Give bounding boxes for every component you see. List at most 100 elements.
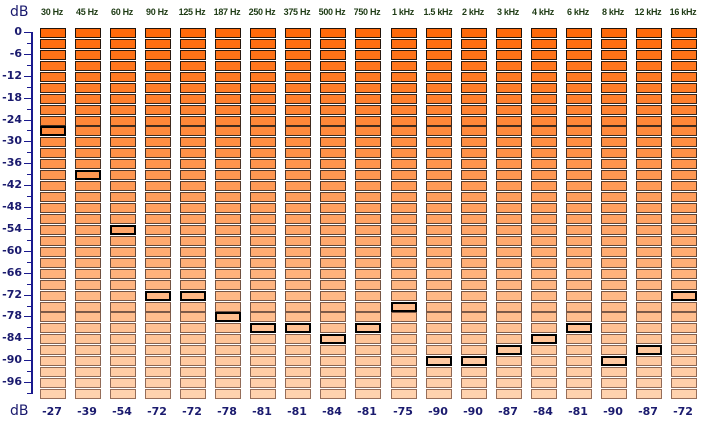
peak-marker	[601, 356, 627, 366]
meter-segment	[40, 181, 66, 191]
meter-segment	[110, 148, 136, 158]
meter-segment	[285, 258, 311, 268]
axis-tick	[27, 196, 32, 197]
meter-segment	[671, 236, 697, 246]
meter-segment	[461, 302, 487, 312]
meter-segment	[671, 323, 697, 333]
meter-segment	[180, 367, 206, 377]
axis-label: 0	[14, 25, 22, 38]
meter-segment	[531, 280, 557, 290]
db-unit-bottom: dB	[10, 403, 29, 419]
axis-tick	[24, 98, 32, 99]
band-label: 30 Hz	[40, 7, 63, 17]
meter-segment	[531, 28, 557, 38]
meter-segment	[145, 225, 171, 235]
meter-segment	[671, 214, 697, 224]
meter-segment	[426, 345, 452, 355]
meter-segment	[391, 28, 417, 38]
meter-segment	[75, 269, 101, 279]
band-label: 187 Hz	[213, 7, 241, 17]
peak-marker	[320, 334, 346, 344]
meter-segment	[75, 367, 101, 377]
meter-segment	[285, 61, 311, 71]
meter-segment	[461, 126, 487, 136]
meter-segment	[426, 323, 452, 333]
meter-segment	[320, 378, 346, 388]
meter-segment	[391, 170, 417, 180]
axis-tick	[27, 174, 32, 175]
meter-segment	[145, 203, 171, 213]
meter-segment	[601, 225, 627, 235]
meter-segment	[75, 302, 101, 312]
meter-segment	[215, 269, 241, 279]
meter-segment	[215, 61, 241, 71]
meter-segment	[110, 203, 136, 213]
meter-segment	[355, 61, 381, 71]
meter-segment	[355, 50, 381, 60]
meter-segment	[320, 312, 346, 322]
meter-segment	[180, 192, 206, 202]
meter-segment	[110, 280, 136, 290]
meter-segment	[285, 39, 311, 49]
axis-label: -90	[2, 353, 22, 366]
meter-segment	[391, 148, 417, 158]
meter-segment	[110, 61, 136, 71]
meter-segment	[215, 116, 241, 126]
band-label: 1.5 kHz	[423, 7, 453, 17]
meter-segment	[671, 192, 697, 202]
meter-segment	[426, 302, 452, 312]
meter-segment	[601, 116, 627, 126]
meter-segment	[110, 50, 136, 60]
meter-segment	[250, 378, 276, 388]
meter-segment	[391, 50, 417, 60]
meter-segment	[180, 378, 206, 388]
meter-segment	[601, 181, 627, 191]
axis-label: -60	[2, 244, 22, 257]
meter-segment	[566, 356, 592, 366]
peak-marker	[496, 345, 522, 355]
peak-marker	[250, 323, 276, 333]
meter-segment	[531, 39, 557, 49]
meter-segment	[285, 181, 311, 191]
meter-segment	[496, 247, 522, 257]
meter-segment	[531, 72, 557, 82]
meter-segment	[40, 345, 66, 355]
meter-segment	[636, 378, 662, 388]
meter-segment	[250, 203, 276, 213]
meter-segment	[601, 192, 627, 202]
meter-segment	[180, 345, 206, 355]
meter-segment	[285, 356, 311, 366]
meter-segment	[250, 192, 276, 202]
meter-segment	[496, 72, 522, 82]
meter-segment	[320, 50, 346, 60]
meter-segment	[636, 159, 662, 169]
peak-marker	[145, 291, 171, 301]
meter-segment	[636, 61, 662, 71]
peak-value: -72	[147, 405, 167, 418]
meter-segment	[496, 94, 522, 104]
meter-segment	[180, 312, 206, 322]
meter-segment	[636, 181, 662, 191]
meter-segment	[496, 181, 522, 191]
meter-segment	[215, 356, 241, 366]
meter-segment	[250, 170, 276, 180]
meter-segment	[40, 83, 66, 93]
axis-label: -48	[2, 200, 22, 213]
meter-segment	[636, 280, 662, 290]
meter-segment	[566, 225, 592, 235]
axis-tick	[27, 87, 32, 88]
meter-segment	[496, 28, 522, 38]
axis-tick	[27, 284, 32, 285]
meter-segment	[180, 181, 206, 191]
meter-segment	[355, 247, 381, 257]
meter-segment	[75, 126, 101, 136]
meter-segment	[671, 116, 697, 126]
axis-label: -66	[2, 266, 22, 279]
meter-segment	[391, 159, 417, 169]
meter-segment	[461, 367, 487, 377]
meter-segment	[531, 269, 557, 279]
meter-segment	[601, 39, 627, 49]
meter-segment	[391, 258, 417, 268]
meter-segment	[110, 39, 136, 49]
axis-tick	[27, 262, 32, 263]
